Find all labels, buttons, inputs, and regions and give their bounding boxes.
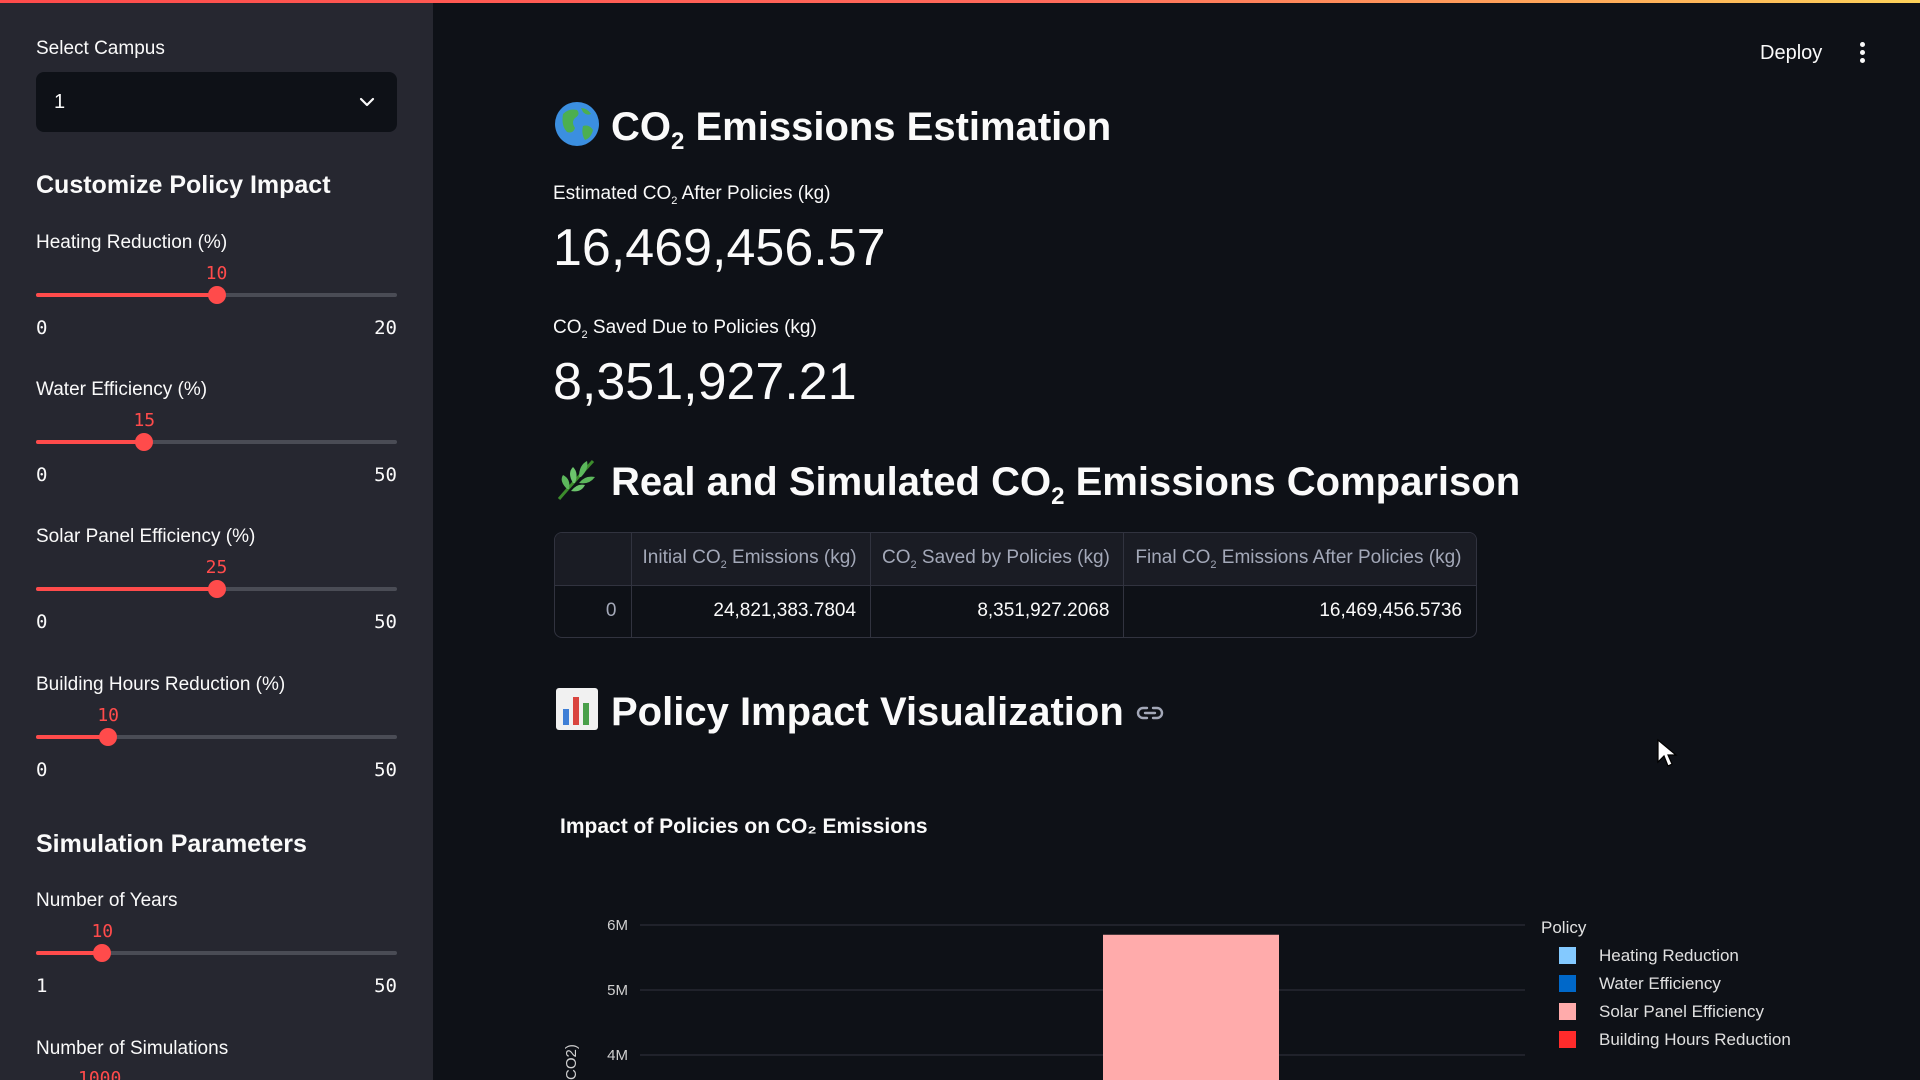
column-header-final[interactable]: Final CO2 Emissions After Policies (kg) [1123, 533, 1476, 586]
simulations-slider-value: 1000 [78, 1068, 122, 1080]
building-slider-label: Building Hours Reduction (%) [36, 674, 286, 695]
slider-min: 0 [36, 464, 48, 486]
slider-thumb[interactable] [207, 580, 226, 598]
slider-thumb[interactable] [93, 944, 112, 962]
slider-track[interactable] [36, 440, 397, 444]
chart-legend: Policy Heating Reduction Water Efficiency… [1541, 918, 1801, 1058]
legend-swatch [1559, 975, 1576, 992]
campus-select[interactable]: 1 [36, 72, 397, 132]
kebab-menu-icon[interactable] [1856, 42, 1868, 66]
page-title-text-post: Emissions Estimation [684, 105, 1112, 149]
simulation-parameters-header: Simulation Parameters [36, 830, 307, 858]
legend-label: Building Hours Reduction [1599, 1030, 1791, 1049]
herb-icon [557, 459, 595, 500]
slider-thumb[interactable] [99, 728, 118, 746]
slider-min: 0 [36, 317, 48, 339]
heating-slider-label: Heating Reduction (%) [36, 232, 228, 253]
metric-after-value: 16,469,456.57 [553, 219, 886, 277]
number-of-years-slider[interactable]: 10 1 50 [36, 921, 397, 1011]
chart-title: Impact of Policies on CO₂ Emissions [560, 815, 928, 838]
slider-fill [36, 587, 217, 591]
building-hours-reduction-slider[interactable]: 10 0 50 [36, 705, 397, 795]
globe-icon [555, 102, 599, 146]
index-header [555, 533, 632, 586]
slider-fill [36, 293, 217, 297]
legend-item[interactable]: Water Efficiency [1541, 974, 1801, 1002]
slider-fill [36, 440, 145, 444]
slider-min: 0 [36, 611, 48, 633]
legend-swatch [1559, 1031, 1576, 1048]
sidebar: Select Campus 1 Customize Policy Impact … [0, 0, 433, 1080]
slider-thumb[interactable] [135, 433, 154, 451]
slider-current-value: 10 [97, 705, 120, 726]
simulations-slider-label: Number of Simulations [36, 1038, 229, 1059]
slider-current-value: 10 [205, 263, 228, 284]
slider-max: 50 [374, 975, 397, 997]
metric-after-label: Estimated CO2 After Policies (kg) [553, 183, 831, 207]
bar-chart-icon [556, 688, 598, 730]
water-slider-label: Water Efficiency (%) [36, 379, 208, 400]
legend-label: Solar Panel Efficiency [1599, 1002, 1765, 1021]
page-title: CO2 Emissions Estimation [553, 100, 1111, 156]
cell-saved[interactable]: 8,351,927.2068 [870, 585, 1125, 637]
slider-max: 50 [374, 464, 397, 486]
y-axis-label: CO2) [563, 1044, 580, 1080]
y-tick-label: 4M [607, 1047, 628, 1064]
campus-select-label: Select Campus [36, 38, 165, 59]
legend-item[interactable]: Solar Panel Efficiency [1541, 1002, 1801, 1030]
top-decoration-bar [0, 0, 1920, 3]
y-tick-label: 6M [607, 917, 628, 934]
slider-current-value: 10 [91, 921, 114, 942]
y-tick-label: 5M [607, 982, 628, 999]
deploy-button[interactable]: Deploy [1760, 42, 1823, 64]
page-title-text-pre: CO [611, 105, 671, 149]
policy-impact-header: Customize Policy Impact [36, 171, 331, 199]
cell-final[interactable]: 16,469,456.5736 [1319, 600, 1462, 622]
slider-max: 50 [374, 759, 397, 781]
campus-select-value: 1 [54, 91, 66, 113]
mouse-cursor-icon [1657, 738, 1678, 767]
slider-current-value: 25 [205, 557, 228, 578]
visualization-header: Policy Impact Visualization [553, 685, 1164, 735]
metric-saved-label: CO2 Saved Due to Policies (kg) [553, 317, 817, 341]
legend-label: Water Efficiency [1599, 974, 1721, 993]
slider-min: 0 [36, 759, 48, 781]
link-icon[interactable] [1136, 703, 1164, 723]
policy-impact-chart[interactable]: 6M 5M 4M CO2) [550, 900, 1530, 1080]
solar-slider-label: Solar Panel Efficiency (%) [36, 526, 256, 547]
slider-current-value: 15 [133, 410, 156, 431]
bar-solar-panel-efficiency[interactable] [1103, 934, 1279, 1080]
slider-fill [36, 735, 109, 739]
slider-track[interactable] [36, 735, 397, 739]
solar-panel-efficiency-slider[interactable]: 25 0 50 [36, 557, 397, 647]
water-efficiency-slider[interactable]: 15 0 50 [36, 410, 397, 500]
legend-title: Policy [1541, 918, 1587, 937]
chevron-down-icon [359, 97, 375, 107]
legend-swatch [1559, 1003, 1576, 1020]
slider-fill [36, 951, 103, 955]
slider-min: 1 [36, 975, 48, 997]
table-row: 0 24,821,383.7804 8,351,927.2068 16,469,… [555, 585, 1476, 637]
legend-item[interactable]: Heating Reduction [1541, 946, 1801, 974]
metric-saved-value: 8,351,927.21 [553, 353, 857, 411]
slider-max: 20 [374, 317, 397, 339]
legend-swatch [1559, 947, 1576, 964]
slider-thumb[interactable] [207, 286, 226, 304]
comparison-dataframe[interactable]: Initial CO2 Emissions (kg) CO2 Saved by … [554, 532, 1477, 638]
column-header-initial[interactable]: Initial CO2 Emissions (kg) [631, 533, 872, 586]
legend-item[interactable]: Building Hours Reduction [1541, 1030, 1801, 1058]
visualization-title-text: Policy Impact Visualization [611, 690, 1124, 734]
cell-initial[interactable]: 24,821,383.7804 [631, 585, 872, 637]
slider-max: 50 [374, 611, 397, 633]
column-header-saved[interactable]: CO2 Saved by Policies (kg) [870, 533, 1125, 586]
legend-label: Heating Reduction [1599, 946, 1739, 965]
page-title-subscript: 2 [671, 128, 685, 155]
row-index: 0 [555, 585, 632, 637]
slider-track[interactable] [36, 951, 397, 955]
years-slider-label: Number of Years [36, 890, 178, 911]
comparison-header: Real and Simulated CO2 Emissions Compari… [553, 455, 1520, 511]
heating-reduction-slider[interactable]: 10 0 20 [36, 263, 397, 353]
